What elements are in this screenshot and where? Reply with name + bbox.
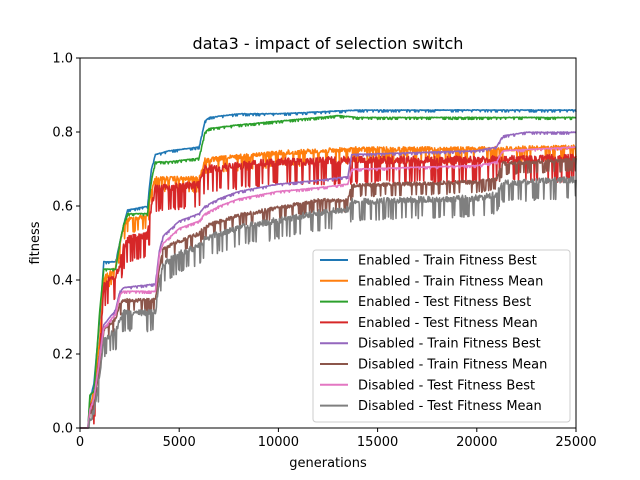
y-tick-label: 0.2 [52,348,73,363]
plot-area [79,109,577,429]
series-line-4 [79,153,577,429]
y-axis-label: fitness [28,221,43,264]
legend-label: Disabled - Train Fitness Mean [358,358,547,373]
y-tick-label: 0.0 [52,422,73,437]
series-line-1 [79,109,577,429]
series-line-3 [79,114,577,429]
y-tick-label: 0.8 [52,126,73,141]
legend-label: Disabled - Test Fitness Best [358,378,535,393]
y-tick-label: 1.0 [52,52,73,67]
legend-label: Disabled - Test Fitness Mean [358,399,542,414]
chart-title: data3 - impact of selection switch [193,34,464,53]
legend-label: Enabled - Train Fitness Mean [358,274,543,289]
legend-box [312,249,571,423]
x-tick-label: 0 [76,435,84,450]
series-line-7 [79,146,577,429]
legend-label: Enabled - Test Fitness Mean [358,316,538,331]
y-tick-label: 0.4 [52,274,73,289]
legend-label: Enabled - Train Fitness Best [358,254,537,269]
series-line-8 [79,175,577,429]
legend: Enabled - Train Fitness Best Enabled - Tr… [312,249,571,423]
series-line-6 [79,157,577,429]
x-axis: 0 5000 10000 15000 20000 25000 [76,428,597,450]
y-tick-label: 0.6 [52,200,73,215]
y-axis: 0.0 0.2 0.4 0.6 0.8 1.0 [52,52,80,437]
x-tick-label: 25000 [555,435,596,450]
x-tick-label: 20000 [456,435,497,450]
series-line-5 [79,131,577,429]
x-tick-label: 15000 [357,435,398,450]
legend-label: Enabled - Test Fitness Best [358,295,531,310]
series-line-2 [79,144,577,429]
x-tick-label: 5000 [163,435,196,450]
x-tick-label: 10000 [258,435,299,450]
x-axis-label: generations [289,456,367,471]
legend-label: Disabled - Train Fitness Best [358,337,541,352]
axes-frame [79,57,577,429]
